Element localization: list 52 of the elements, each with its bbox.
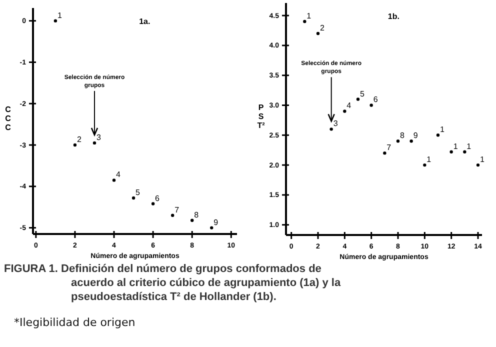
text: FIGURA 1. Definición del número de grupos conformados de acuerdo al criterio cúbico de agrupamiento (1a) y la pseudoestadística T² de Hollander (1b).	[4, 263, 342, 303]
annotation: 1	[480, 155, 485, 164]
point	[112, 178, 116, 182]
point	[54, 19, 58, 22]
annotation: 1	[426, 155, 432, 164]
point	[396, 140, 400, 143]
point	[436, 134, 440, 137]
point	[450, 150, 453, 154]
point	[92, 141, 96, 145]
annotation: 1	[57, 10, 62, 20]
text: 1b.	[388, 12, 400, 21]
point	[463, 150, 466, 154]
annotation: 5	[360, 89, 365, 98]
point	[410, 140, 413, 143]
annotation: 7	[386, 143, 392, 152]
annotation: 4	[346, 101, 352, 110]
annotation: 1	[306, 12, 312, 21]
annotation: 9	[413, 131, 418, 140]
point	[316, 32, 320, 36]
point	[170, 214, 174, 217]
annotation: 3	[333, 119, 338, 128]
point	[370, 104, 373, 107]
annotation: 1	[440, 125, 445, 134]
point	[343, 110, 346, 113]
point	[303, 20, 306, 24]
annotation: 2	[76, 135, 82, 144]
annotation: 4	[116, 170, 122, 180]
point	[132, 196, 136, 200]
annotation: 6	[155, 194, 160, 203]
annotation: 1	[466, 142, 472, 151]
annotation: 3	[96, 132, 102, 142]
annotation: 6	[373, 95, 378, 104]
text: *Ilegibilidad de origen	[14, 316, 136, 329]
annotation: 7	[174, 205, 180, 214]
point	[476, 163, 480, 167]
point	[423, 163, 426, 167]
annotation: 9	[214, 218, 219, 227]
y-axis-title: CCC	[5, 105, 12, 132]
point	[330, 128, 333, 131]
text: 1a.	[139, 17, 150, 26]
point	[356, 98, 360, 101]
annotation: 5	[136, 188, 141, 197]
annotation: 2	[320, 23, 325, 32]
point	[73, 143, 77, 147]
y-axis-title: PST²	[257, 103, 266, 130]
point	[190, 218, 194, 222]
annotation: 1	[453, 142, 458, 151]
annotation: 8	[400, 131, 405, 140]
annotation: 8	[194, 210, 200, 220]
point	[383, 151, 386, 155]
point	[151, 202, 155, 206]
point	[210, 226, 214, 230]
